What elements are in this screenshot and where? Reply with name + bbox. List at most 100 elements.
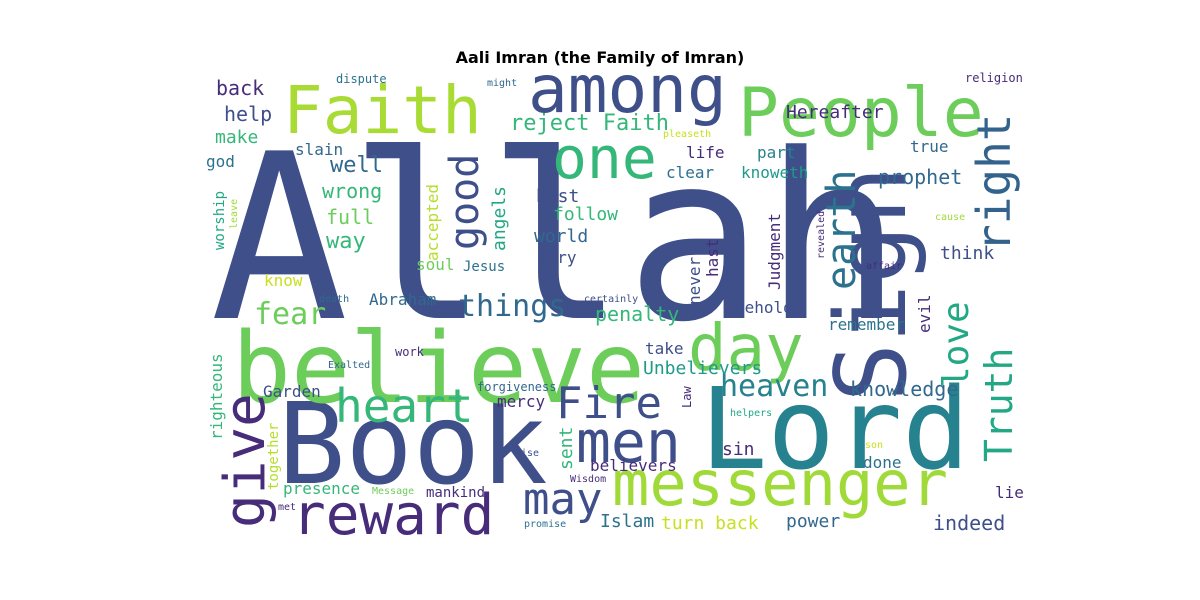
word-know: know [264,271,303,290]
word-revealed: revealed [816,211,827,259]
word-day: day [688,312,804,386]
word-wrong: wrong [322,179,382,203]
word-presence: presence [283,479,360,498]
word-exalted: Exalted [328,360,370,371]
word-earth: earth [819,170,865,290]
word-take: take [645,339,684,358]
word-worship: worship [212,191,228,250]
chart-title: Aali Imran (the Family of Imran) [455,48,745,67]
word-together: together [266,423,282,490]
word-right: right [967,114,1021,252]
word-met: met [278,502,296,513]
word-truth: Truth [977,348,1021,462]
word-heaven: heaven [720,369,828,404]
word-sign: Sign [815,166,929,402]
word-certainly: certainly [584,294,638,305]
word-dispute: dispute [336,72,387,86]
word-soul: soul [416,255,455,274]
word-reject-faith: reject Faith [510,111,669,136]
word-one: one [552,124,657,192]
word-things: things [458,289,566,324]
word-never: never [685,256,704,305]
word-knowledge: knowledge [850,377,958,401]
word-affair: affair [866,261,902,272]
word-mankind: mankind [426,485,485,501]
word-believers: believers [590,456,677,475]
word-wise: Wise [515,448,539,459]
word-son: son [865,440,883,451]
word-hereafter: Hereafter [786,102,884,123]
word-among: among [528,51,727,128]
word-righteous: righteous [207,353,226,440]
word-true: true [910,137,949,156]
word-jesus: Jesus [463,259,505,275]
word-lord: Lord [700,365,970,495]
word-make: make [215,127,258,148]
word-power: power [786,511,840,532]
word-slain: slain [295,140,343,159]
word-penalty: penalty [595,302,679,326]
word-allah: Allah [210,106,902,373]
word-good: good [442,154,488,250]
word-think: think [940,243,994,264]
word-hast: hast [703,238,722,277]
word-remember: remember [828,315,905,334]
word-death: death [319,294,349,305]
word-part: part [757,143,796,162]
word-fire: Fire [556,378,662,429]
word-work: work [395,345,425,359]
word-well: well [330,153,383,178]
word-unbelievers: Unbelievers [643,358,762,379]
word-help: help [224,102,272,126]
word-promise: promise [524,519,566,530]
word-sent: sent [556,427,577,470]
word-believe: believe [232,312,645,426]
word-behold: Behold [735,298,793,317]
word-pleaseth: pleaseth [663,129,711,140]
word-may: may [523,474,602,525]
word-book: Book [278,380,548,510]
word-wisdom: Wisdom [570,474,606,485]
word-back: back [216,76,264,100]
word-best: best [536,186,579,207]
word-love: love [936,301,977,388]
word-way: way [326,229,366,254]
word-leave: leave [229,199,240,229]
word-accepted: accepted [423,184,442,261]
word-lie: lie [995,483,1024,502]
word-clear: clear [666,163,715,182]
word-abraham: Abraham [369,290,436,309]
word-law: Law [680,386,694,408]
word-reward: reward [292,483,494,548]
word-might: might [487,78,517,89]
word-fear: fear [254,297,326,332]
word-give: give [213,393,278,528]
word-message: Message [372,486,414,497]
word-garden: Garden [263,382,321,401]
word-life: life [686,143,725,162]
word-helpers: helpers [730,408,772,419]
word-evil: evil [915,294,934,333]
word-cause: cause [935,212,965,223]
word-prophet: prophet [878,165,962,189]
word-judgment: Judgment [765,213,784,290]
word-turn-back: turn back [661,513,759,534]
word-men: men [576,408,681,476]
word-mary: Mary [538,248,577,267]
word-full: full [326,205,374,229]
word-angels: angels [489,186,510,251]
word-mercy: mercy [497,392,546,411]
word-messenger: messenger [612,447,948,520]
word-god: god [206,152,235,171]
word-heart: heart [335,379,473,433]
word-indeed: indeed [933,511,1005,535]
word-sin: sin [722,439,755,460]
word-follow: follow [553,204,618,225]
word-knoweth: knoweth [741,163,808,182]
word-islam: Islam [600,511,654,532]
word-world: world [534,226,588,247]
word-people: People [738,74,984,153]
word-done: done [863,453,902,472]
word-forgiveness: forgiveness [477,380,556,394]
